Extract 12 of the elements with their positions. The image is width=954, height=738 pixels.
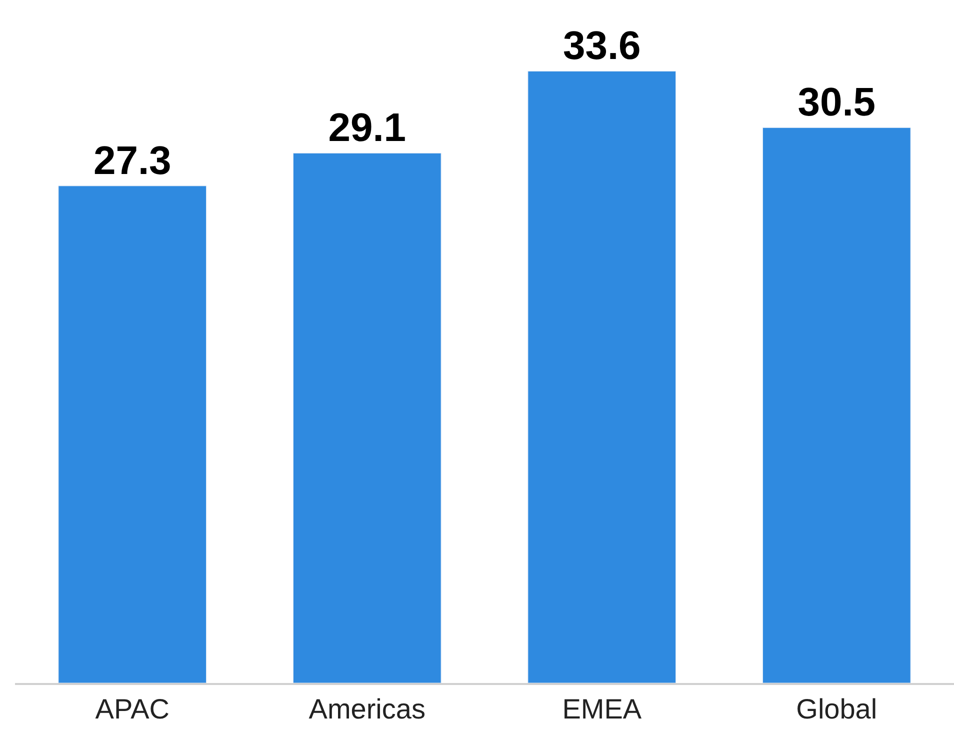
bar (292, 152, 442, 683)
data-label: 30.5 (798, 80, 876, 125)
x-tick-label: APAC (95, 694, 170, 725)
x-tick-label: Global (796, 694, 878, 725)
bar (58, 186, 207, 683)
data-label: 33.6 (562, 24, 641, 68)
data-label: 29.1 (328, 106, 406, 150)
x-tick-label: Americas (308, 694, 426, 725)
bar (528, 70, 676, 683)
bar (762, 127, 911, 683)
data-label: 27.3 (93, 138, 172, 183)
x-tick-label: EMEA (562, 694, 642, 725)
